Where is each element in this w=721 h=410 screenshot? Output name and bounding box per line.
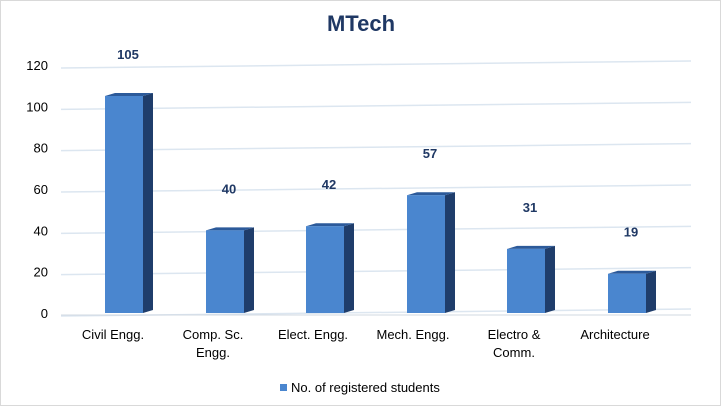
y-tick-label: 120 — [26, 58, 48, 73]
gridline — [60, 142, 692, 152]
x-tick-label: Civil Engg. — [82, 327, 144, 342]
gridline — [60, 266, 692, 276]
data-label: 31 — [523, 200, 537, 215]
bar-side — [545, 245, 555, 313]
bar-group: 105 — [105, 47, 153, 313]
gridline — [60, 60, 692, 69]
bar-top — [407, 192, 455, 196]
gridline — [60, 225, 692, 235]
gridlines — [60, 60, 692, 317]
data-label: 42 — [322, 177, 336, 192]
x-axis: Civil Engg. Comp. Sc. Engg. Elect. Engg. Mec… — [82, 327, 650, 360]
bar-side — [143, 93, 153, 313]
bar-group: 19 — [608, 225, 656, 313]
y-tick-label: 0 — [41, 306, 48, 321]
x-tick-label: Comm. — [493, 345, 535, 360]
legend-label: No. of registered students — [291, 380, 440, 395]
y-tick-label: 100 — [26, 99, 48, 114]
bar-side — [344, 223, 354, 313]
bars: 105 40 42 57 31 19 — [105, 47, 656, 313]
y-tick-label: 20 — [34, 265, 48, 280]
x-tick-label: Engg. — [196, 345, 230, 360]
x-tick-label: Mech. Engg. — [377, 327, 450, 342]
y-axis: 0 20 40 60 80 100 120 — [26, 58, 48, 321]
bar-side — [445, 192, 455, 313]
data-label: 40 — [222, 181, 236, 196]
bar-group: 57 — [407, 146, 455, 313]
bar-side — [244, 227, 254, 313]
bar — [105, 96, 143, 313]
x-tick-label: Elect. Engg. — [278, 327, 348, 342]
bar — [507, 248, 545, 313]
bar-top — [206, 227, 254, 231]
bar — [306, 226, 344, 313]
bar-group: 40 — [206, 181, 254, 313]
bar — [608, 273, 646, 313]
bar-top — [105, 93, 153, 96]
data-label: 105 — [117, 47, 139, 62]
bar-group: 42 — [306, 177, 354, 313]
data-label: 57 — [423, 146, 437, 161]
data-label: 19 — [624, 225, 638, 240]
gridline — [60, 184, 692, 193]
bar-side — [646, 270, 656, 313]
x-tick-label: Comp. Sc. — [183, 327, 244, 342]
gridline — [60, 101, 692, 111]
y-tick-label: 80 — [34, 141, 48, 156]
bar — [206, 230, 244, 313]
bar-top — [306, 223, 354, 227]
chart-title: MTech — [327, 11, 395, 36]
x-tick-label: Electro & — [488, 327, 541, 342]
bar-top — [507, 245, 555, 249]
x-tick-label: Architecture — [580, 327, 649, 342]
bar — [407, 195, 445, 313]
y-tick-label: 40 — [34, 223, 48, 238]
bar-group: 31 — [507, 200, 555, 313]
legend-swatch — [280, 384, 287, 391]
bar-top — [608, 270, 656, 274]
y-tick-label: 60 — [34, 182, 48, 197]
legend: No. of registered students — [280, 380, 440, 395]
